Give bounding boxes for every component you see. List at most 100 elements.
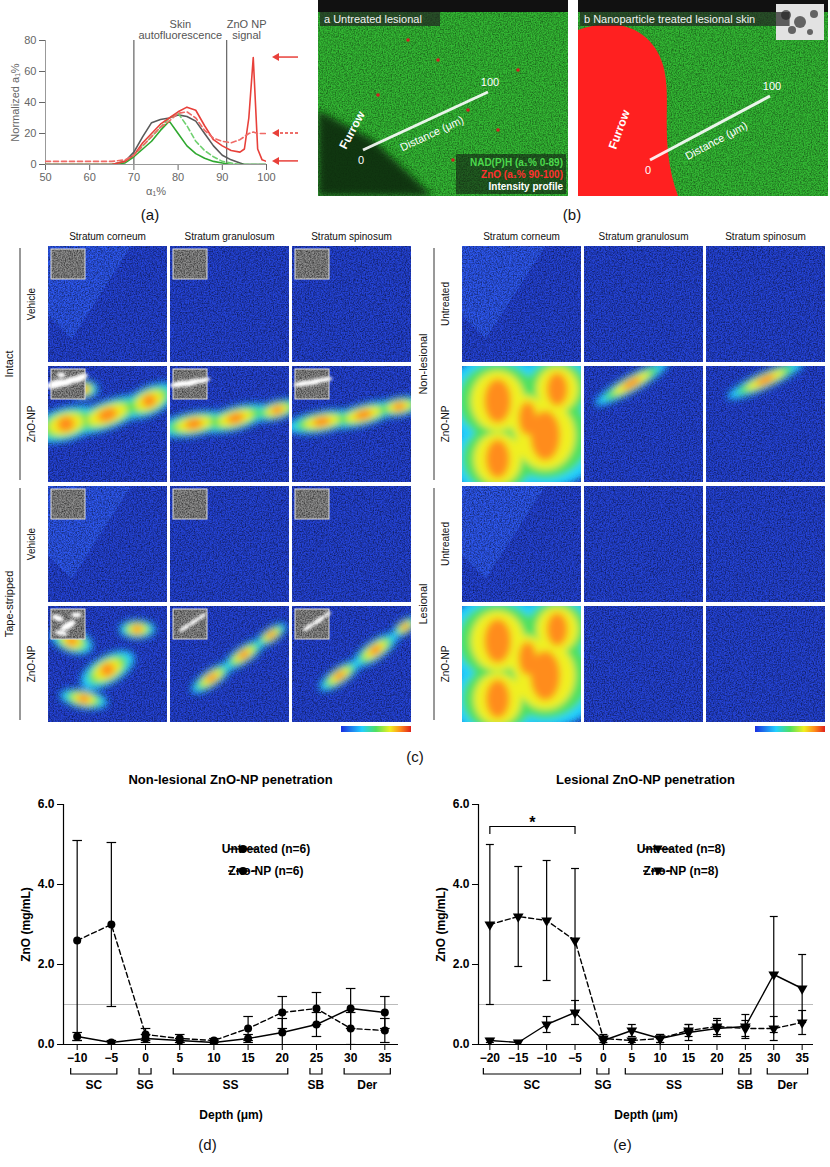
svg-text:60: 60: [84, 171, 96, 183]
svg-text:SC: SC: [85, 1078, 102, 1092]
svg-text:Der: Der: [777, 1078, 797, 1092]
svg-text:b Nanoparticle treated lesiona: b Nanoparticle treated lesional skin: [584, 13, 755, 25]
svg-text:4.0: 4.0: [38, 877, 55, 891]
html-text:(d): (d): [198, 1136, 217, 1153]
svg-text:25: 25: [739, 1051, 753, 1065]
svg-text:35: 35: [795, 1051, 809, 1065]
svg-text:Untreated: Untreated: [440, 282, 451, 326]
svg-text:ZnO (a₁% 90-100): ZnO (a₁% 90-100): [481, 169, 563, 180]
svg-text:Vehicle: Vehicle: [26, 527, 37, 560]
html-text:(a): (a): [140, 206, 160, 223]
svg-text:35: 35: [378, 1051, 392, 1065]
svg-text:Stratum corneum: Stratum corneum: [483, 231, 560, 242]
svg-text:ZnO-NP: ZnO-NP: [26, 405, 37, 442]
svg-text:Stratum granulosum: Stratum granulosum: [184, 231, 274, 242]
svg-text:Untreated (n=8): Untreated (n=8): [637, 842, 725, 856]
svg-text:40: 40: [24, 96, 36, 108]
svg-text:80: 80: [172, 171, 184, 183]
svg-text:Untreated: Untreated: [440, 522, 451, 566]
svg-text:Intensity profile: Intensity profile: [489, 181, 564, 192]
svg-text:SS: SS: [222, 1078, 238, 1092]
svg-text:4.0: 4.0: [453, 877, 470, 891]
svg-text:Stratum spinosum: Stratum spinosum: [725, 231, 806, 242]
svg-text:Der: Der: [357, 1078, 377, 1092]
svg-text:*: *: [529, 814, 536, 831]
svg-text:90: 90: [216, 171, 228, 183]
svg-text:100: 100: [481, 76, 499, 88]
svg-text:0: 0: [142, 1051, 149, 1065]
svg-text:SC: SC: [524, 1078, 541, 1092]
svg-text:Stratum corneum: Stratum corneum: [69, 231, 146, 242]
svg-text:6.0: 6.0: [453, 797, 470, 811]
svg-text:15: 15: [682, 1051, 696, 1065]
svg-text:−5: −5: [568, 1051, 582, 1065]
svg-text:2.0: 2.0: [38, 957, 55, 971]
svg-text:0: 0: [358, 154, 364, 166]
svg-text:6.0: 6.0: [38, 797, 55, 811]
svg-text:20: 20: [24, 127, 36, 139]
svg-text:25: 25: [310, 1051, 324, 1065]
svg-text:0: 0: [30, 158, 36, 170]
svg-text:α₁%: α₁%: [146, 185, 166, 197]
svg-text:SB: SB: [308, 1078, 325, 1092]
svg-text:0: 0: [600, 1051, 607, 1065]
svg-text:−20: −20: [480, 1051, 501, 1065]
svg-text:100: 100: [763, 80, 781, 92]
svg-text:15: 15: [241, 1051, 255, 1065]
svg-text:ZnO (mg/mL): ZnO (mg/mL): [19, 887, 33, 962]
svg-text:Furrow: Furrow: [336, 108, 368, 151]
svg-text:Tape-stripped: Tape-stripped: [3, 571, 15, 638]
svg-text:50: 50: [39, 171, 51, 183]
svg-text:Lesional: Lesional: [417, 584, 429, 625]
svg-text:a Untreated lesional: a Untreated lesional: [324, 13, 422, 25]
svg-text:SG: SG: [136, 1078, 153, 1092]
svg-text:ZnO-NP: ZnO-NP: [440, 645, 451, 682]
svg-text:0.0: 0.0: [453, 1037, 470, 1051]
svg-text:Distance (μm): Distance (μm): [683, 119, 749, 162]
svg-text:20: 20: [276, 1051, 290, 1065]
svg-text:SS: SS: [666, 1078, 682, 1092]
svg-text:0: 0: [645, 164, 651, 176]
svg-text:Distance (μm): Distance (μm): [398, 113, 465, 153]
svg-text:−15: −15: [508, 1051, 529, 1065]
svg-text:Stratum granulosum: Stratum granulosum: [598, 231, 688, 242]
svg-text:5: 5: [176, 1051, 183, 1065]
svg-text:Normalized a₁%: Normalized a₁%: [9, 63, 21, 142]
svg-text:20: 20: [710, 1051, 724, 1065]
html-text:(e): (e): [613, 1136, 632, 1153]
svg-text:Depth (μm): Depth (μm): [614, 1108, 677, 1122]
svg-text:ZnO-NP: ZnO-NP: [26, 645, 37, 682]
svg-text:ZnO (mg/mL): ZnO (mg/mL): [434, 887, 448, 962]
svg-text:NAD(P)H (a₁% 0-89): NAD(P)H (a₁% 0-89): [470, 157, 563, 168]
svg-text:Stratum spinosum: Stratum spinosum: [311, 231, 392, 242]
svg-text:5: 5: [628, 1051, 635, 1065]
svg-text:Intact: Intact: [3, 351, 15, 378]
html-text:(c): (c): [406, 748, 424, 765]
svg-text:ZnO-NP: ZnO-NP: [440, 405, 451, 442]
svg-text:−10: −10: [536, 1051, 557, 1065]
svg-text:−10: −10: [67, 1051, 88, 1065]
svg-text:Zno-NP (n=8): Zno-NP (n=8): [644, 864, 719, 878]
svg-text:60: 60: [24, 65, 36, 77]
svg-text:−5: −5: [105, 1051, 119, 1065]
svg-text:Zno-NP (n=6): Zno-NP (n=6): [229, 864, 304, 878]
svg-text:30: 30: [767, 1051, 781, 1065]
svg-text:Vehicle: Vehicle: [26, 287, 37, 320]
svg-text:Skinautofluorescence: Skinautofluorescence: [138, 18, 222, 41]
svg-text:Non-lesional: Non-lesional: [417, 333, 429, 394]
svg-text:2.0: 2.0: [453, 957, 470, 971]
svg-text:0.0: 0.0: [38, 1037, 55, 1051]
svg-text:70: 70: [128, 171, 140, 183]
svg-text:Furrow: Furrow: [606, 107, 633, 151]
svg-text:Depth (μm): Depth (μm): [199, 1108, 262, 1122]
svg-text:10: 10: [654, 1051, 668, 1065]
svg-text:30: 30: [344, 1051, 358, 1065]
svg-text:80: 80: [24, 34, 36, 46]
svg-text:SG: SG: [594, 1078, 611, 1092]
svg-text:SB: SB: [737, 1078, 754, 1092]
html-text:(b): (b): [562, 206, 582, 223]
svg-text:Untreated (n=6): Untreated (n=6): [222, 842, 310, 856]
svg-text:ZnO NPsignal: ZnO NPsignal: [227, 18, 267, 41]
svg-text:10: 10: [207, 1051, 221, 1065]
svg-text:100: 100: [257, 171, 275, 183]
